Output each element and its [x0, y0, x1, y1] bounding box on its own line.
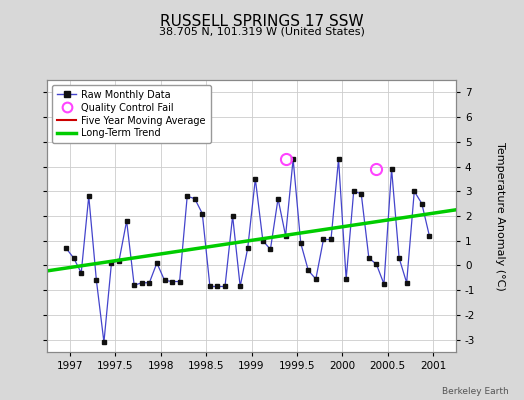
Text: 38.705 N, 101.319 W (United States): 38.705 N, 101.319 W (United States) [159, 26, 365, 36]
Y-axis label: Temperature Anomaly (°C): Temperature Anomaly (°C) [495, 142, 505, 290]
Legend: Raw Monthly Data, Quality Control Fail, Five Year Moving Average, Long-Term Tren: Raw Monthly Data, Quality Control Fail, … [52, 85, 211, 143]
Text: Berkeley Earth: Berkeley Earth [442, 387, 508, 396]
Text: RUSSELL SPRINGS 17 SSW: RUSSELL SPRINGS 17 SSW [160, 14, 364, 29]
